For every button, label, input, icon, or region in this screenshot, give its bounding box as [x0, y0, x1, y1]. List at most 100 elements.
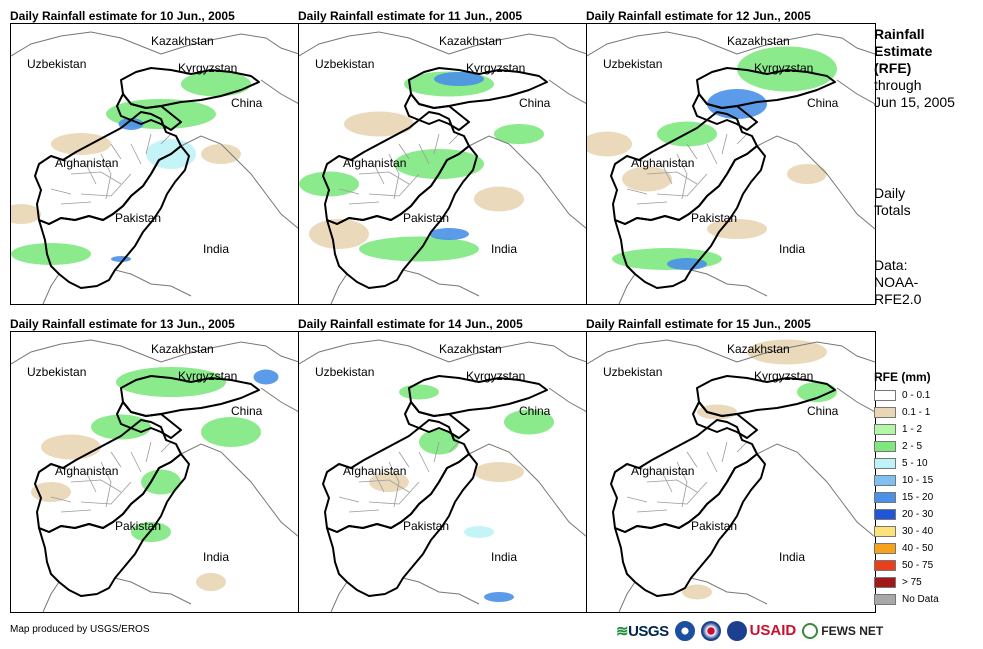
province-boundaries — [626, 133, 748, 205]
legend-label: 20 - 30 — [902, 509, 934, 520]
country-label-pakistan: Pakistan — [403, 211, 449, 225]
country-label-kyrgyzstan: Kyrgyzstan — [178, 61, 237, 75]
pakistan-outline — [38, 145, 190, 289]
rfe-legend: RFE (mm) 0 - 0.1 0.1 - 1 1 - 2 2 - 5 5 - 10 1… — [874, 370, 979, 608]
pakistan-outline — [614, 453, 766, 597]
country-label-kyrgyzstan: Kyrgyzstan — [466, 369, 525, 383]
legend-label: 30 - 40 — [902, 526, 934, 537]
panel-title: Daily Rainfall estimate for 12 Jun., 200… — [586, 9, 811, 23]
tajikistan-outline — [116, 93, 182, 131]
country-label-kazakhstan: Kazakhstan — [439, 34, 502, 48]
tajikistan-outline — [116, 401, 182, 439]
usaid-logo: USAID — [726, 621, 796, 641]
rainfall-area — [399, 384, 439, 400]
rainfall-area — [747, 339, 827, 365]
legend-swatch — [874, 577, 896, 588]
rainfall-area — [116, 367, 226, 397]
legend-item: 0 - 0.1 — [874, 387, 979, 404]
through-date-value: Jun 15, 2005 — [874, 94, 955, 110]
rainfall-area — [394, 149, 484, 179]
heading-rainfall: Rainfall — [874, 26, 925, 42]
panel-title: Daily Rainfall estimate for 10 Jun., 200… — [10, 9, 235, 23]
map-canvas: Kazakhstan Uzbekistan Kyrgyzstan China Afgha… — [299, 339, 587, 612]
legend-item: 5 - 10 — [874, 455, 979, 472]
pakistan-outline — [326, 145, 478, 289]
country-label-afghanistan: Afghanistan — [343, 464, 406, 478]
neighbor-borders — [11, 339, 299, 612]
pakistan-outline — [326, 453, 478, 597]
rainfall-area — [464, 526, 494, 538]
heading-estimate: Estimate — [874, 43, 933, 59]
rainfall-area — [707, 219, 767, 239]
rainfall-area — [504, 409, 554, 435]
map-canvas: Kazakhstan Uzbekistan Kyrgyzstan China Afgha… — [587, 339, 875, 612]
country-label-uzbekistan: Uzbekistan — [315, 57, 374, 71]
panel-title: Daily Rainfall estimate for 13 Jun., 200… — [10, 317, 235, 331]
noaa-logo-icon — [674, 621, 695, 641]
tajikistan-outline — [692, 93, 758, 131]
country-label-kyrgyzstan: Kyrgyzstan — [754, 61, 813, 75]
data-source-1: NOAA- — [874, 274, 919, 290]
country-label-afghanistan: Afghanistan — [631, 464, 694, 478]
partner-logos: ≋USGS USAID FEWS NET — [616, 618, 883, 644]
country-label-uzbekistan: Uzbekistan — [27, 57, 86, 71]
country-label-india: India — [779, 242, 805, 256]
country-label-afghanistan: Afghanistan — [631, 156, 694, 170]
legend-label: 5 - 10 — [902, 458, 928, 469]
legend-heading: Rainfall Estimate (RFE) — [874, 26, 932, 77]
country-label-pakistan: Pakistan — [115, 519, 161, 533]
usaid-seal-icon — [726, 621, 747, 641]
country-label-afghanistan: Afghanistan — [55, 156, 118, 170]
totals-label: Totals — [874, 202, 911, 218]
rainfall-area — [181, 71, 251, 97]
country-label-kazakhstan: Kazakhstan — [727, 342, 790, 356]
legend-label: 15 - 20 — [902, 492, 934, 503]
rainfall-area — [141, 469, 181, 495]
legend-item: No Data — [874, 591, 979, 608]
country-label-pakistan: Pakistan — [115, 211, 161, 225]
country-label-kazakhstan: Kazakhstan — [439, 342, 502, 356]
neighbor-borders — [299, 339, 587, 612]
map-credit: Map produced by USGS/EROS — [10, 624, 150, 635]
rainfall-area — [429, 228, 469, 240]
rainfall-area — [201, 417, 261, 447]
country-label-china: China — [807, 96, 839, 110]
country-label-india: India — [491, 242, 517, 256]
neighbor-borders — [587, 31, 875, 304]
neighbor-borders — [11, 31, 299, 304]
legend-swatch — [874, 526, 896, 537]
country-label-uzbekistan: Uzbekistan — [603, 57, 662, 71]
legend-label: 50 - 75 — [902, 560, 934, 571]
rainfall-area — [118, 118, 144, 130]
rainfall-area — [494, 124, 544, 144]
rainfall-area — [359, 236, 479, 262]
province-boundaries — [626, 441, 748, 513]
rainfall-area — [131, 522, 171, 542]
province-boundaries — [50, 133, 172, 205]
country-label-uzbekistan: Uzbekistan — [603, 365, 662, 379]
rainfall-area — [682, 584, 712, 600]
fews-net-text: FEWS NET — [821, 624, 884, 638]
map-canvas: Kazakhstan Uzbekistan Kyrgyzstan China Afgha… — [11, 31, 299, 304]
province-boundaries — [338, 133, 460, 205]
legend-item: > 75 — [874, 574, 979, 591]
country-label-uzbekistan: Uzbekistan — [315, 365, 374, 379]
rainfall-area — [587, 131, 632, 157]
country-label-india: India — [491, 550, 517, 564]
legend-swatch — [874, 509, 896, 520]
legend-swatch — [874, 424, 896, 435]
country-label-india: India — [203, 242, 229, 256]
legend-swatch — [874, 458, 896, 469]
rainfall-area — [344, 111, 414, 137]
rainfall-area — [41, 434, 101, 460]
country-label-afghanistan: Afghanistan — [343, 156, 406, 170]
rainfall-area — [201, 144, 241, 164]
fews-net-logo: FEWS NET — [802, 623, 883, 639]
legend-label: 0 - 0.1 — [902, 390, 931, 401]
heading-rfe: (RFE) — [874, 60, 912, 76]
country-label-china: China — [807, 404, 839, 418]
legend-swatch — [874, 594, 896, 605]
map-canvas: Kazakhstan Uzbekistan Kyrgyzstan China Afgha… — [299, 31, 587, 304]
country-label-india: India — [203, 550, 229, 564]
legend-item: 20 - 30 — [874, 506, 979, 523]
